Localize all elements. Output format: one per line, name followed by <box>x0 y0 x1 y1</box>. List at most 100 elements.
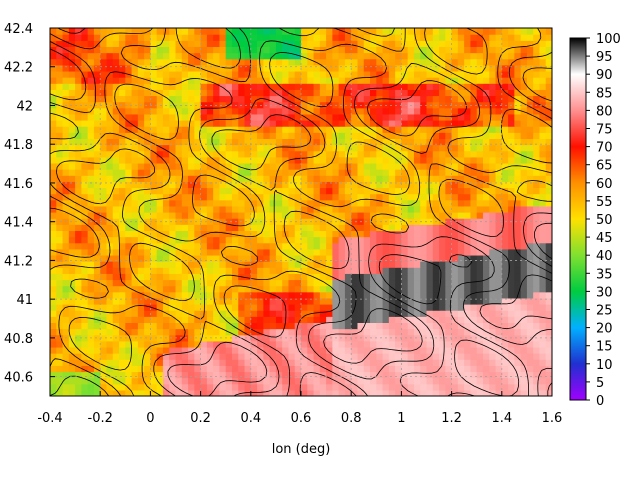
heatmap-cell <box>520 383 528 391</box>
heatmap-cell <box>282 346 290 354</box>
heatmap-cell <box>250 34 258 41</box>
heatmap-cell <box>319 169 327 176</box>
heatmap-cell <box>470 205 478 213</box>
heatmap-cell <box>420 107 428 115</box>
heatmap-cell <box>68 89 76 97</box>
heatmap-cell <box>75 377 82 385</box>
heatmap-cell <box>106 83 114 90</box>
heatmap-cell <box>181 181 189 189</box>
heatmap-cell <box>376 340 384 348</box>
heatmap-cell <box>81 156 89 164</box>
heatmap-cell <box>263 248 271 256</box>
heatmap-cell <box>307 261 315 268</box>
heatmap-cell <box>426 89 434 97</box>
heatmap-cell <box>206 156 214 164</box>
heatmap-cell <box>476 346 484 354</box>
heatmap-cell <box>81 138 89 146</box>
heatmap-cell <box>225 285 233 293</box>
heatmap-cell <box>482 95 490 103</box>
heatmap-cell <box>539 193 547 201</box>
heatmap-cell <box>319 120 327 127</box>
heatmap-cell <box>269 34 277 41</box>
heatmap-cell <box>514 150 522 158</box>
colorbar-tick-label: 90 <box>596 68 613 83</box>
heatmap-cell <box>200 261 208 268</box>
heatmap-cell <box>388 383 396 391</box>
heatmap-cell <box>495 64 503 72</box>
heatmap-cell <box>106 70 114 78</box>
heatmap-cell <box>269 181 277 189</box>
heatmap-cell <box>263 162 271 170</box>
heatmap-cell <box>445 175 453 182</box>
heatmap-cell <box>175 52 183 60</box>
heatmap-cell <box>457 83 465 90</box>
heatmap-cell <box>445 52 453 60</box>
heatmap-cell <box>495 34 503 41</box>
heatmap-cell <box>294 162 302 170</box>
heatmap-cell <box>495 254 503 262</box>
heatmap-cell <box>238 212 246 219</box>
heatmap-cell <box>231 70 239 78</box>
heatmap-cell <box>68 77 76 84</box>
heatmap-cell <box>282 242 290 250</box>
heatmap-cell <box>313 52 321 60</box>
heatmap-cell <box>100 83 108 90</box>
heatmap-cell <box>75 156 82 164</box>
heatmap-cell <box>112 95 120 103</box>
heatmap-cell <box>288 193 296 201</box>
heatmap-cell <box>501 150 509 158</box>
heatmap-cell <box>175 34 183 41</box>
heatmap-cell <box>200 113 208 121</box>
heatmap-cell <box>87 199 95 207</box>
heatmap-cell <box>476 328 484 336</box>
heatmap-cell <box>231 150 239 158</box>
heatmap-cell <box>307 120 315 127</box>
heatmap-cell <box>357 377 365 385</box>
heatmap-cell <box>93 254 101 262</box>
colorbar-tick-label: 5 <box>596 376 604 391</box>
heatmap-cell <box>282 138 290 146</box>
heatmap-cell <box>445 242 453 250</box>
heatmap-cell <box>464 83 472 90</box>
heatmap-cell <box>194 193 202 201</box>
heatmap-cell <box>545 359 552 366</box>
heatmap-cell <box>476 64 484 72</box>
heatmap-cell <box>533 291 541 299</box>
heatmap-cell <box>476 95 484 103</box>
heatmap-cell <box>231 254 239 262</box>
heatmap-cell <box>426 70 434 78</box>
heatmap-cell <box>169 52 177 60</box>
heatmap-cell <box>464 359 472 366</box>
heatmap-cell <box>181 187 189 195</box>
heatmap-cell <box>282 187 290 195</box>
heatmap-cell <box>395 389 402 396</box>
heatmap-cell <box>194 224 202 231</box>
heatmap-cell <box>432 52 440 60</box>
heatmap-cell <box>489 353 497 360</box>
heatmap-cell <box>344 162 352 170</box>
heatmap-cell <box>194 52 202 60</box>
heatmap-cell <box>156 34 164 41</box>
heatmap-cell <box>376 34 384 41</box>
heatmap-cell <box>206 267 214 274</box>
heatmap-cell <box>188 285 195 293</box>
heatmap-cell <box>269 58 277 66</box>
heatmap-cell <box>338 52 346 60</box>
heatmap-cell <box>288 138 296 146</box>
heatmap-cell <box>407 156 415 164</box>
heatmap-cell <box>338 28 346 35</box>
heatmap-cell <box>231 138 239 146</box>
heatmap-cell <box>514 242 522 250</box>
heatmap-cell <box>432 254 440 262</box>
heatmap-cell <box>219 297 227 305</box>
heatmap-cell <box>131 285 139 293</box>
heatmap-cell <box>464 34 472 41</box>
heatmap-cell <box>388 224 396 231</box>
heatmap-cell <box>125 34 133 41</box>
heatmap-cell <box>200 199 208 207</box>
heatmap-cell <box>125 46 133 54</box>
heatmap-cell <box>231 346 239 354</box>
heatmap-cell <box>344 261 352 268</box>
heatmap-cell <box>225 273 233 281</box>
